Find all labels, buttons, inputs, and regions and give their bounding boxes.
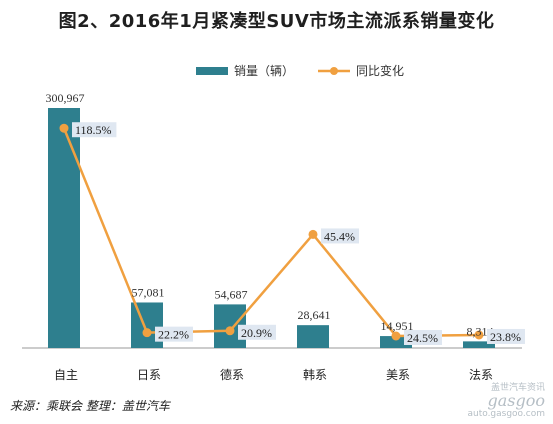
- legend-line-marker: [330, 67, 338, 75]
- legend: 销量（辆） 同比变化: [196, 63, 404, 78]
- line-label-bg: [404, 329, 442, 345]
- source-note: 来源：乘联会 整理：盖世汽车: [10, 399, 170, 413]
- legend-bar-label: 销量（辆）: [234, 64, 294, 78]
- line-value-label: 22.2%: [158, 328, 189, 342]
- x-tick-label: 自主: [54, 368, 78, 382]
- line-label-bg: [487, 328, 525, 344]
- line-point: [142, 328, 152, 338]
- x-tick-label: 日系: [137, 368, 161, 382]
- x-tick-label: 韩系: [303, 367, 327, 382]
- legend-line-label: 同比变化: [356, 63, 404, 78]
- line-label-bg: [72, 122, 117, 138]
- legend-bar-swatch: [196, 67, 228, 75]
- line-yoy-change: [62, 127, 480, 338]
- chart-title: 图2、2016年1月紧凑型SUV市场主流派系销量变化: [58, 11, 495, 32]
- x-tick-label: 美系: [386, 368, 410, 382]
- bar-自主: [48, 108, 80, 348]
- line-value-label: 118.5%: [75, 123, 112, 137]
- bar-value-label: 14,951: [381, 319, 414, 333]
- line-value-label: 45.4%: [324, 229, 355, 243]
- watermark-logo: gasgoo: [487, 391, 546, 410]
- line-value-label: 20.9%: [241, 326, 272, 340]
- bar-value-label: 300,967: [46, 91, 85, 105]
- bar-value-label: 8,314: [467, 324, 494, 338]
- bar-value-label: 28,641: [298, 308, 331, 322]
- bar-韩系: [297, 325, 329, 348]
- line-point: [391, 331, 401, 341]
- bar-美系: [380, 336, 412, 348]
- x-tick-label: 德系: [220, 367, 244, 382]
- line-value-label: 24.5%: [407, 331, 438, 345]
- line-value-label: 23.8%: [490, 330, 521, 344]
- line-point: [59, 123, 69, 133]
- chart-area: 销量（辆） 同比变化 300,967 57,081 54,687 28,641 14,9…: [22, 63, 525, 382]
- line-label-bg: [155, 326, 193, 342]
- line-label-bg: [321, 228, 359, 244]
- bar-value-label: 54,687: [215, 287, 248, 301]
- line-point: [225, 326, 235, 336]
- watermark-text: 盖世汽车资讯: [490, 383, 545, 393]
- bar-value-label: 57,081: [132, 285, 165, 299]
- bar-法系: [463, 341, 495, 348]
- line-point: [474, 330, 484, 340]
- watermark: 盖世汽车资讯 gasgoo auto.gasgoo.com: [455, 383, 545, 419]
- line-point: [308, 229, 318, 239]
- x-tick-label: 法系: [469, 368, 493, 382]
- line-label-bg: [238, 324, 276, 340]
- watermark-url: auto.gasgoo.com: [467, 409, 545, 419]
